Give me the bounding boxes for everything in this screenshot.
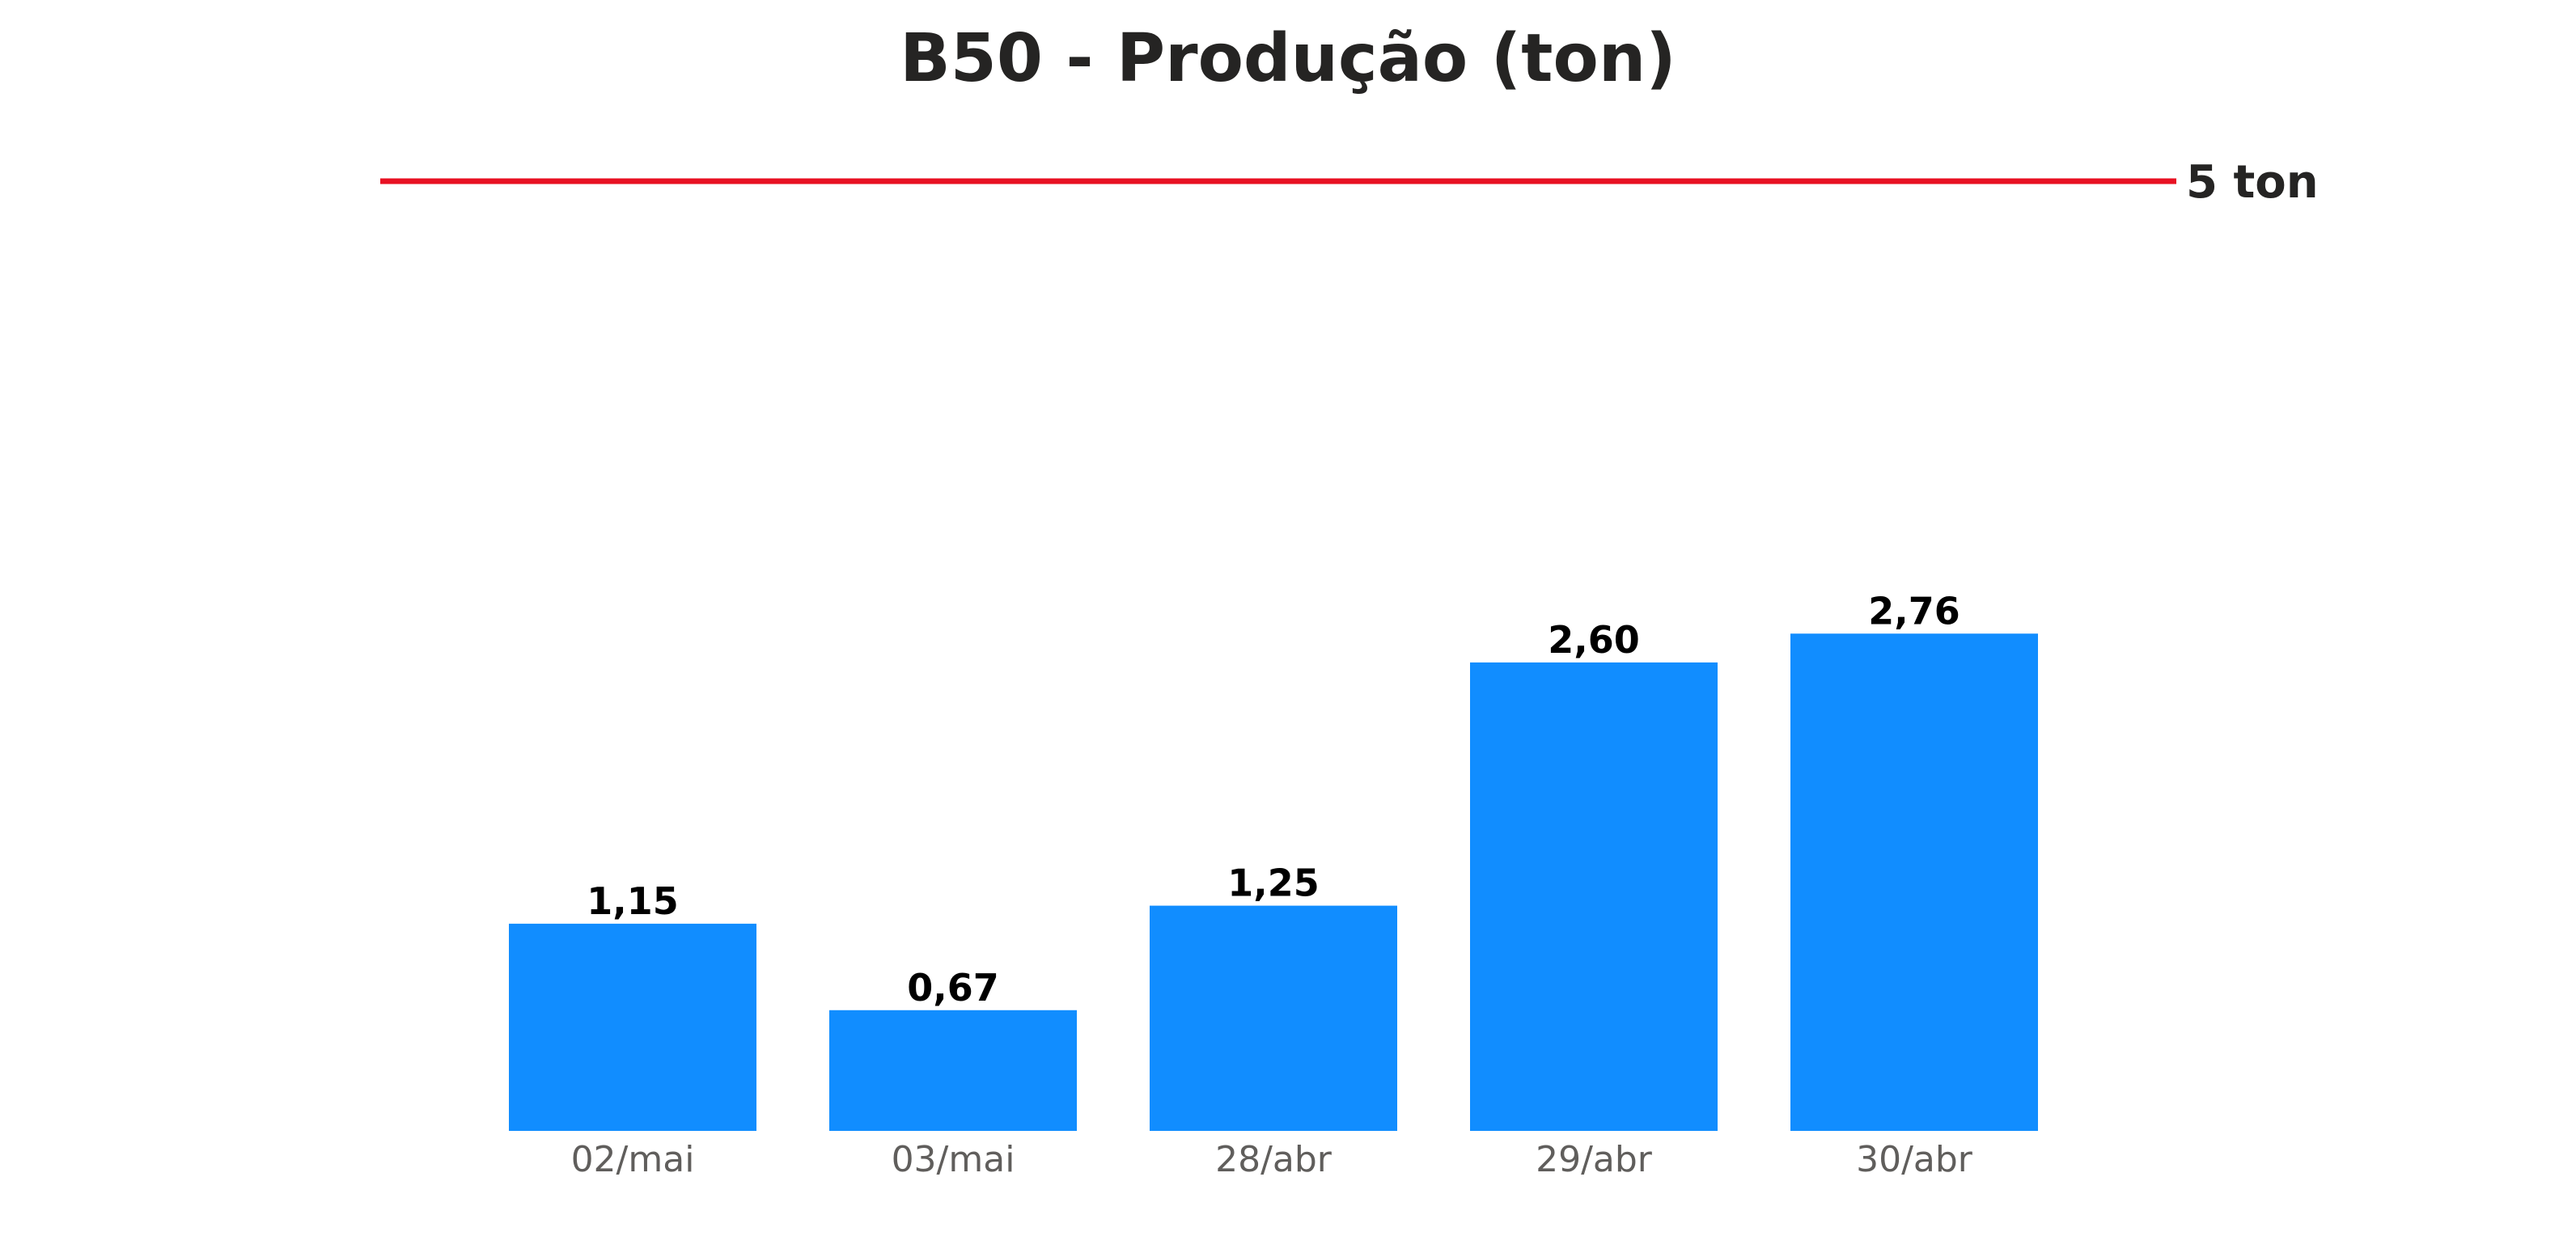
x-tick-label: 30/abr — [1856, 1139, 1973, 1180]
bar-03-mai[interactable] — [829, 1010, 1077, 1131]
x-tick-label: 29/abr — [1536, 1139, 1653, 1180]
target-label: 5 ton — [2186, 156, 2319, 209]
chart-title: B50 - Produção (ton) — [900, 20, 1676, 97]
x-axis-ticks: 02/mai 03/mai 28/abr 29/abr 30/abr — [571, 1139, 1973, 1180]
data-label: 0,67 — [907, 966, 999, 1010]
bar-28-abr[interactable] — [1150, 905, 1397, 1131]
data-label: 1,25 — [1227, 862, 1320, 905]
x-tick-label: 03/mai — [892, 1139, 1015, 1180]
x-tick-label: 28/abr — [1215, 1139, 1332, 1180]
x-tick-label: 02/mai — [571, 1139, 695, 1180]
target-line-group: 5 ton — [380, 156, 2319, 209]
data-label: 2,76 — [1868, 589, 1960, 633]
data-label: 2,60 — [1548, 618, 1640, 662]
bars-group — [509, 633, 2038, 1131]
bar-29-abr[interactable] — [1470, 662, 1718, 1131]
bar-02-mai[interactable] — [509, 923, 756, 1131]
data-labels-group: 1,15 0,67 1,25 2,60 2,76 — [587, 589, 1960, 1010]
data-label: 1,15 — [587, 879, 679, 923]
bar-30-abr[interactable] — [1790, 633, 2038, 1131]
